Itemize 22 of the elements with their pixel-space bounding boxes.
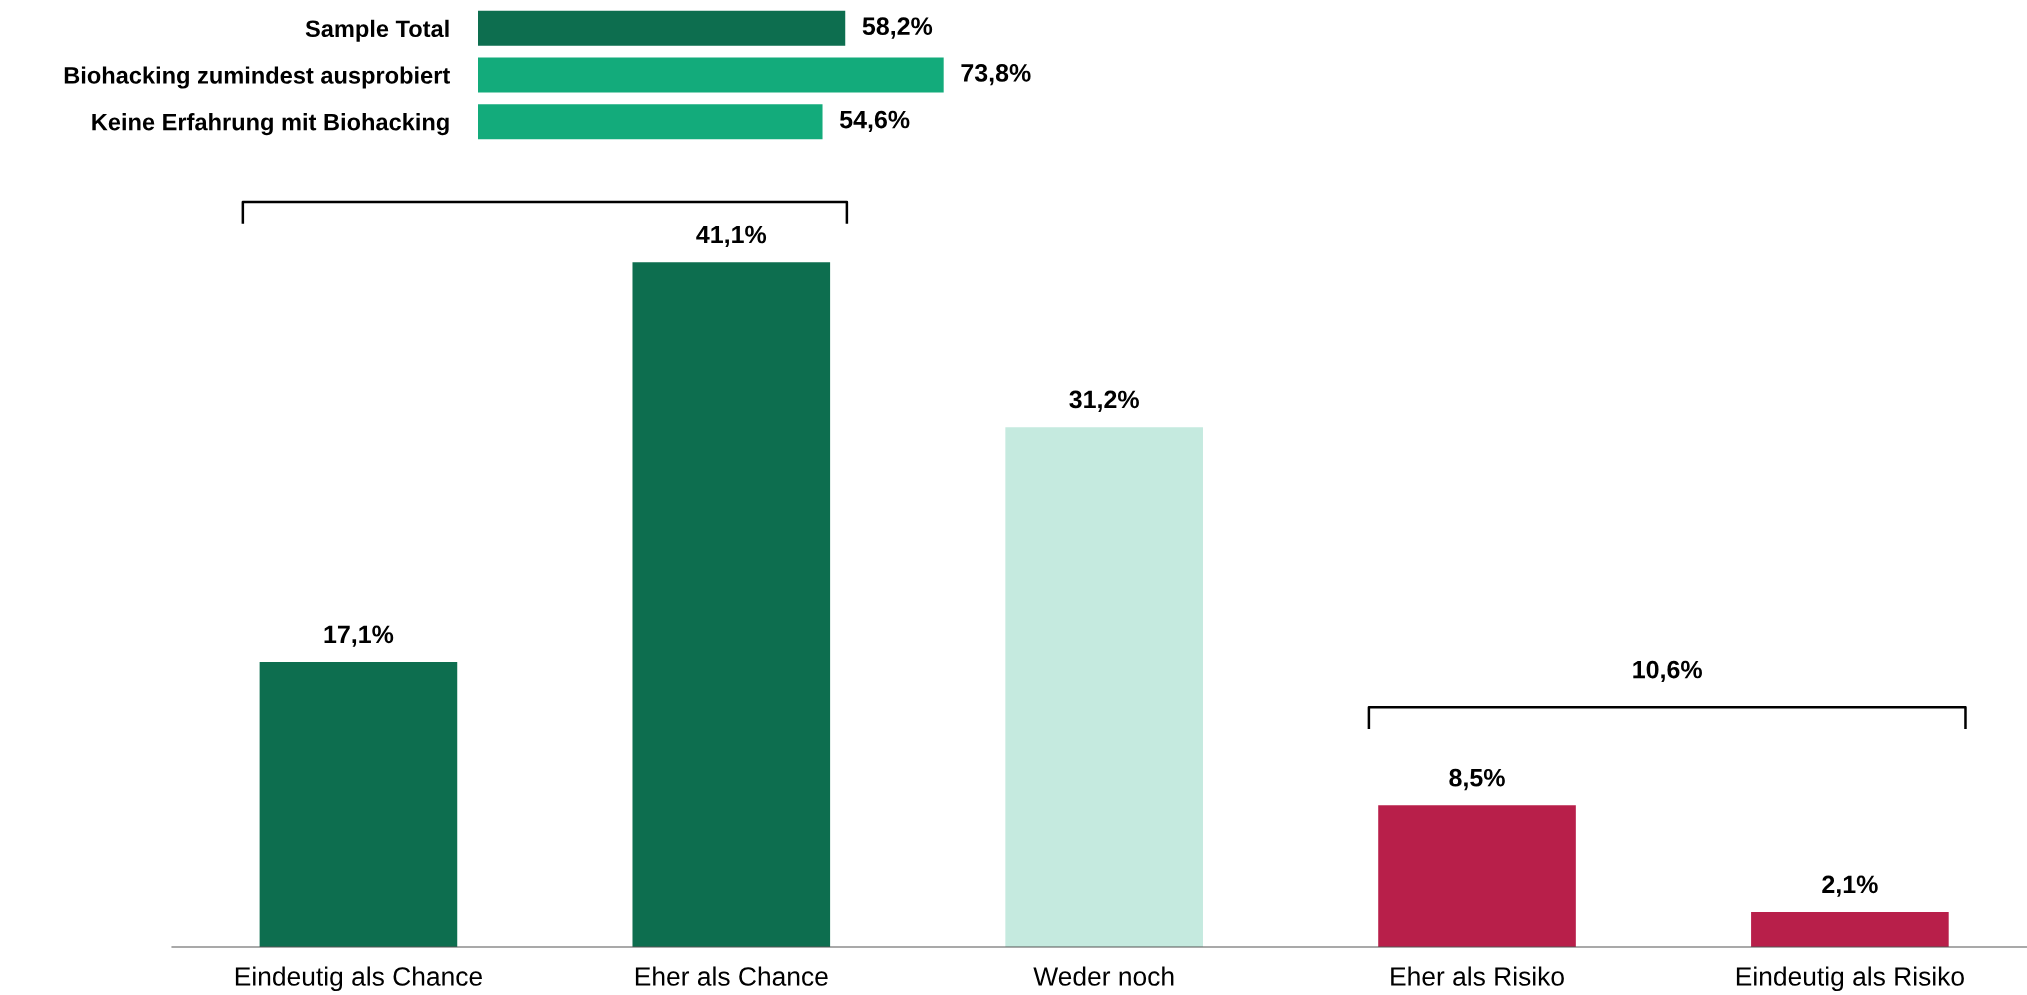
bar xyxy=(1751,912,1949,947)
bar xyxy=(632,262,831,947)
data-label: 2,1% xyxy=(1822,875,1878,897)
bar xyxy=(1378,805,1576,947)
data-label: 54,6% xyxy=(839,110,910,132)
x-tick-label: Eher als Risiko xyxy=(1391,966,1564,986)
y-tick-label: Sample Total xyxy=(305,19,449,42)
bar xyxy=(1005,427,1203,947)
x-tick-label: Eher als Chance xyxy=(635,966,828,986)
data-label: 17,1% xyxy=(324,625,394,647)
x-tick-label: Eindeutig als Chance xyxy=(235,966,482,992)
x-tick-label: Weder noch xyxy=(1033,966,1174,986)
data-label: 8,5% xyxy=(1449,768,1505,791)
data-label: 73,8% xyxy=(961,64,1031,86)
data-label: 58,2% xyxy=(862,17,933,39)
y-tick-label: Biohacking zumindest ausprobiert xyxy=(64,66,450,89)
data-label: 31,2% xyxy=(1069,390,1139,412)
y-tick-label: Keine Erfahrung mit Biohacking xyxy=(92,113,449,136)
bar xyxy=(259,662,458,947)
annotation: 10,6% xyxy=(1633,660,1702,683)
data-label: 41,1% xyxy=(696,225,767,247)
x-tick-label: Eindeutig als Risiko xyxy=(1736,966,1964,992)
